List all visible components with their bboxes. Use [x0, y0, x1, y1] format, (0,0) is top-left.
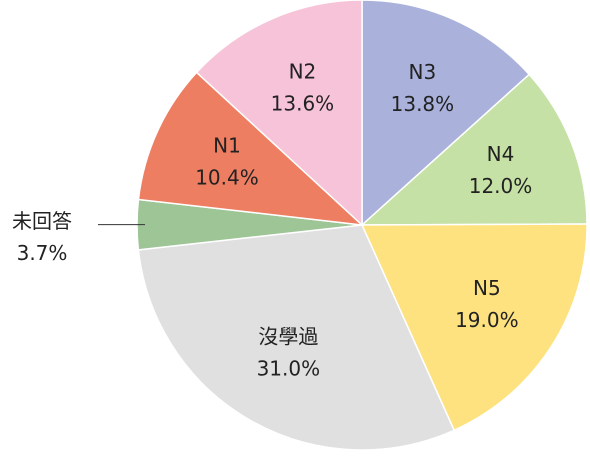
- slice-label: N5: [473, 276, 501, 300]
- pie-slice: [137, 224, 456, 451]
- slice-value: 3.7%: [17, 241, 68, 265]
- slice-value: 13.8%: [391, 92, 455, 116]
- slice-value: 12.0%: [469, 174, 533, 198]
- pie-slice: [360, 223, 588, 432]
- pie-slice: [137, 71, 365, 227]
- slice-label: 未回答: [12, 209, 72, 233]
- slice-label: N1: [213, 134, 241, 158]
- slice-label: 沒學過: [258, 324, 318, 348]
- slice-label: N2: [289, 59, 317, 83]
- slice-value: 31.0%: [257, 356, 321, 380]
- slice-label: N3: [409, 60, 437, 84]
- pie-slice: [360, 73, 588, 226]
- slice-value: 19.0%: [455, 308, 519, 332]
- slice-label: N4: [487, 142, 515, 166]
- slice-value: 13.6%: [271, 91, 335, 115]
- slice-value: 10.4%: [195, 166, 259, 190]
- pie-slice: [361, 0, 531, 227]
- pie-slice: [195, 0, 363, 227]
